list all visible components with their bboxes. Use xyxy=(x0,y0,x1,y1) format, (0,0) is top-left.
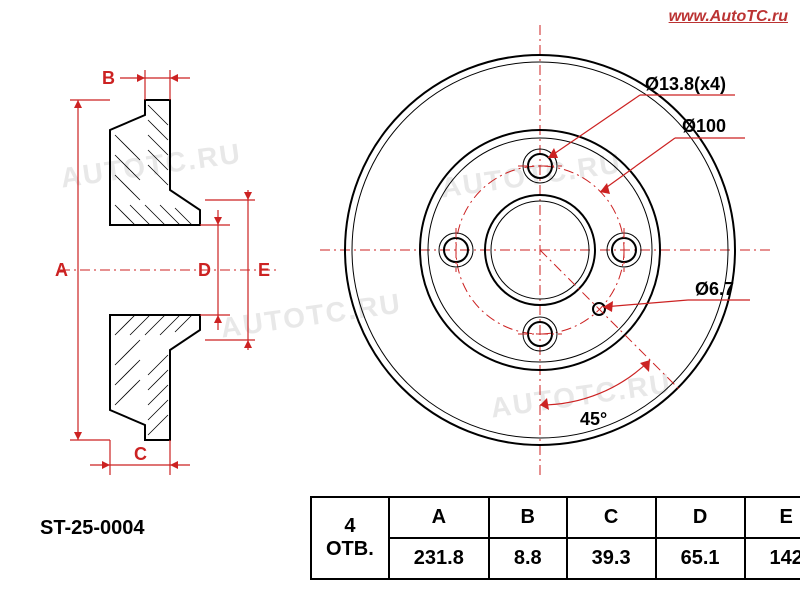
dim-label-d: D xyxy=(198,260,211,280)
table-value: 65.1 xyxy=(656,538,745,579)
table-header: C xyxy=(567,497,656,538)
bolt-hole-label: Ø13.8(x4) xyxy=(645,74,726,94)
table-value: 8.8 xyxy=(489,538,567,579)
side-section-view: B C A D E xyxy=(40,60,290,460)
dim-label-e: E xyxy=(258,260,270,280)
part-number: ST-25-0004 xyxy=(40,517,145,540)
table-header: D xyxy=(656,497,745,538)
table-value: 142 xyxy=(745,538,800,579)
dim-label-b: B xyxy=(102,68,115,88)
bolt-hole xyxy=(439,228,473,272)
dimension-table: 4 ОТВ. A B C D E 231.8 8.8 39.3 65.1 142 xyxy=(310,496,800,580)
table-value: 39.3 xyxy=(567,538,656,579)
section-outline-bottom xyxy=(110,315,200,440)
table-value: 231.8 xyxy=(389,538,489,579)
small-hole-label: Ø6.7 xyxy=(695,279,734,299)
hole-count-cell: 4 ОТВ. xyxy=(311,497,389,579)
bolt-hole xyxy=(607,228,641,272)
table-header: E xyxy=(745,497,800,538)
table-header: B xyxy=(489,497,567,538)
bcd-label: Ø100 xyxy=(682,116,726,136)
angle-label: 45° xyxy=(580,409,607,429)
dim-label-c: C xyxy=(134,444,147,464)
section-outline-top xyxy=(110,100,200,225)
dim-label-a: A xyxy=(55,260,68,280)
bolt-hole xyxy=(518,317,562,351)
table-header: A xyxy=(389,497,489,538)
front-view: Ø13.8(x4) Ø100 Ø6.7 45° xyxy=(330,20,780,470)
